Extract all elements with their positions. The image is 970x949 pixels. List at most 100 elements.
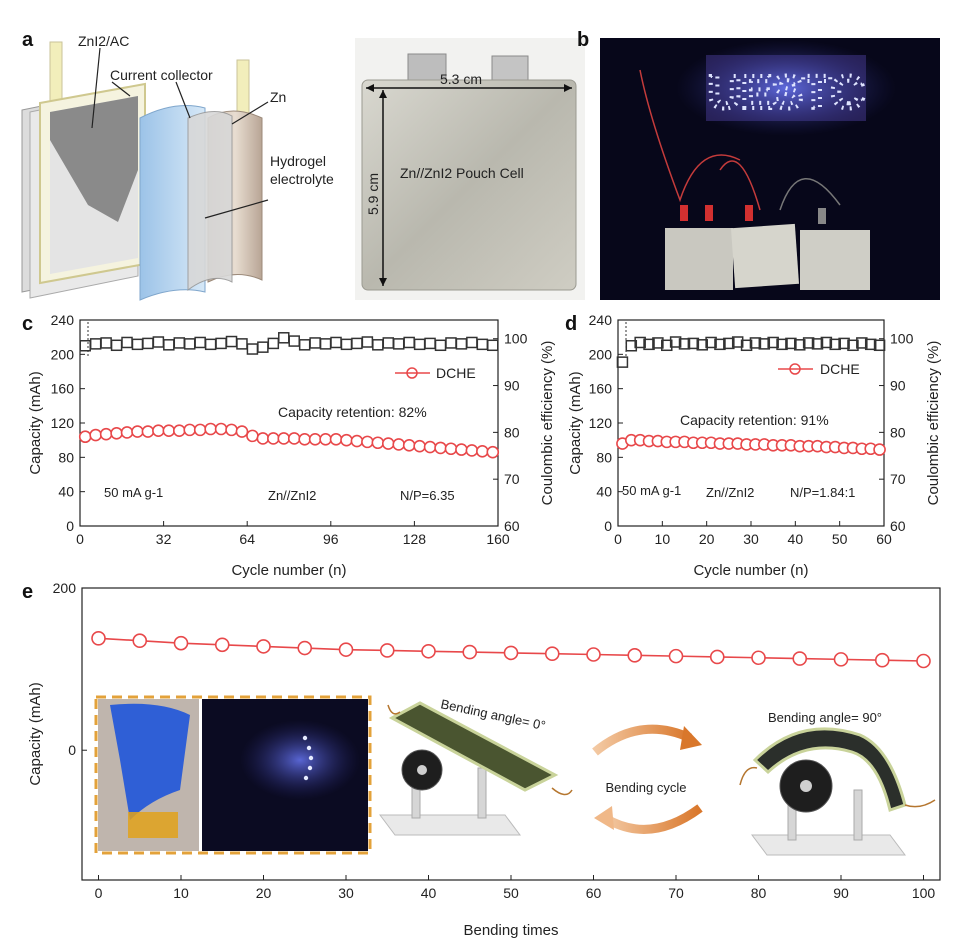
ce-point: [267, 337, 280, 350]
ytick-label: 0: [68, 742, 76, 758]
inset-glow: [240, 720, 360, 800]
width-arrow-left: [366, 84, 374, 92]
inset-led-3: [308, 755, 314, 761]
cycle-arrowhead-bottom: [594, 806, 614, 830]
capacity-point: [340, 433, 353, 447]
pouch-cell-b1: [665, 228, 733, 290]
ytick-label: 40: [596, 484, 612, 500]
ce-point: [152, 336, 165, 348]
panel-c-y2label: Coulombic efficiency (%): [539, 341, 556, 506]
xtick-label: 96: [323, 531, 339, 547]
xtick-label: 30: [338, 885, 354, 901]
panel-d-yticks: 0 40 80 120 160 200 240: [589, 312, 623, 534]
ytick-label: 200: [51, 346, 75, 362]
ce-point: [121, 336, 133, 349]
flat-pouch: [388, 701, 559, 792]
ce-point: [309, 337, 321, 349]
wire-red-2: [719, 160, 761, 211]
inset-led-1: [302, 735, 308, 741]
ce-point: [330, 336, 342, 349]
panel-c-current: 50 mA g-1: [104, 485, 163, 500]
capacity-point: [110, 426, 123, 440]
pouch-cell: [361, 79, 577, 291]
y2tick-label: 60: [504, 518, 520, 534]
capacity-point: [392, 438, 406, 451]
ce-point: [466, 336, 478, 349]
panel-d: d 0 10 20 30 40 50 60 0 40 80 120 160 200 240 60 70 80…: [565, 312, 942, 579]
ce-point: [163, 339, 175, 351]
ce-point: [319, 338, 332, 350]
ce-point: [669, 336, 682, 348]
ce-point: [794, 339, 806, 351]
panel-c-yticks: 0 40 80 120 160 200 240: [51, 312, 85, 534]
capacity-point: [277, 432, 291, 445]
bent-roller-hub: [800, 780, 812, 792]
label-current-collector: Current collector: [110, 67, 213, 83]
xtick-label: 20: [699, 531, 715, 547]
capacity-point: [627, 648, 643, 663]
led-sign-text: UESTC: [708, 66, 864, 118]
ce-point: [392, 338, 405, 350]
ce-point: [476, 338, 489, 351]
ce-point: [298, 339, 311, 351]
bent-lead-1: [739, 766, 758, 786]
capacity-point: [455, 443, 468, 456]
flat-base: [379, 814, 521, 836]
ce-point: [215, 337, 227, 350]
ce-point: [705, 336, 717, 349]
panel-d-label: d: [565, 313, 577, 335]
xtick-label: 50: [503, 885, 519, 901]
bend90-label: Bending angle= 90°: [768, 710, 882, 725]
capacity-point: [287, 432, 301, 445]
xtick-label: 10: [173, 885, 189, 901]
pouch-cell-label: Zn//ZnI2 Pouch Cell: [400, 165, 524, 181]
leader-cc-2: [175, 81, 191, 119]
ce-point: [340, 338, 353, 351]
capacity-point: [379, 643, 395, 658]
ce-point: [687, 337, 700, 350]
ce-point: [372, 339, 384, 351]
capacity-point: [319, 433, 332, 446]
capacity-point: [668, 648, 684, 664]
xtick-label: 20: [256, 885, 272, 901]
ce-point: [445, 337, 457, 349]
capacity-point: [183, 423, 197, 437]
capacity-point: [751, 650, 766, 666]
y2tick-label: 70: [504, 471, 520, 487]
ce-point: [838, 337, 850, 350]
y2tick-label: 90: [504, 378, 520, 394]
label-hydrogel-2: electrolyte: [270, 171, 334, 187]
panel-e-ylabel: Capacity (mAh): [27, 682, 44, 785]
capacity-point: [256, 639, 271, 654]
capacity-point: [381, 437, 395, 450]
xtick-label: 32: [156, 531, 172, 547]
ce-point: [236, 338, 248, 350]
ce-point: [820, 336, 833, 349]
leader-zni2: [91, 47, 101, 129]
ce-point: [89, 338, 102, 350]
ytick-label: 120: [589, 415, 613, 431]
y2tick-label: 80: [504, 424, 520, 440]
ce-point: [246, 343, 259, 355]
flat-roller-hub: [417, 765, 427, 775]
ytick-label: 240: [51, 312, 75, 328]
panel-e: e 0 10 20 30 40 50 60 70 80 90 100 0 200 Bending ti…: [22, 580, 941, 939]
ce-point: [634, 336, 646, 349]
panel-b: b UESTC: [577, 29, 940, 300]
panel-d-xticks: 0 10 20 30 40 50 60: [614, 521, 892, 547]
ce-point: [785, 337, 797, 350]
wire-red-1: [639, 69, 741, 203]
panel-c-points: [78, 332, 500, 459]
ce-point: [225, 335, 238, 348]
ytick-label: 160: [51, 381, 75, 397]
leader-zn: [231, 101, 269, 125]
panel-c-retention: Capacity retention: 82%: [278, 404, 427, 420]
ce-point: [413, 338, 426, 351]
capacity-point: [246, 429, 259, 443]
wrist-battery: [128, 812, 178, 838]
ytick-label: 0: [604, 518, 612, 534]
width-arrow-right: [564, 84, 572, 92]
ytick-label: 160: [589, 381, 613, 397]
ce-point: [288, 335, 300, 347]
